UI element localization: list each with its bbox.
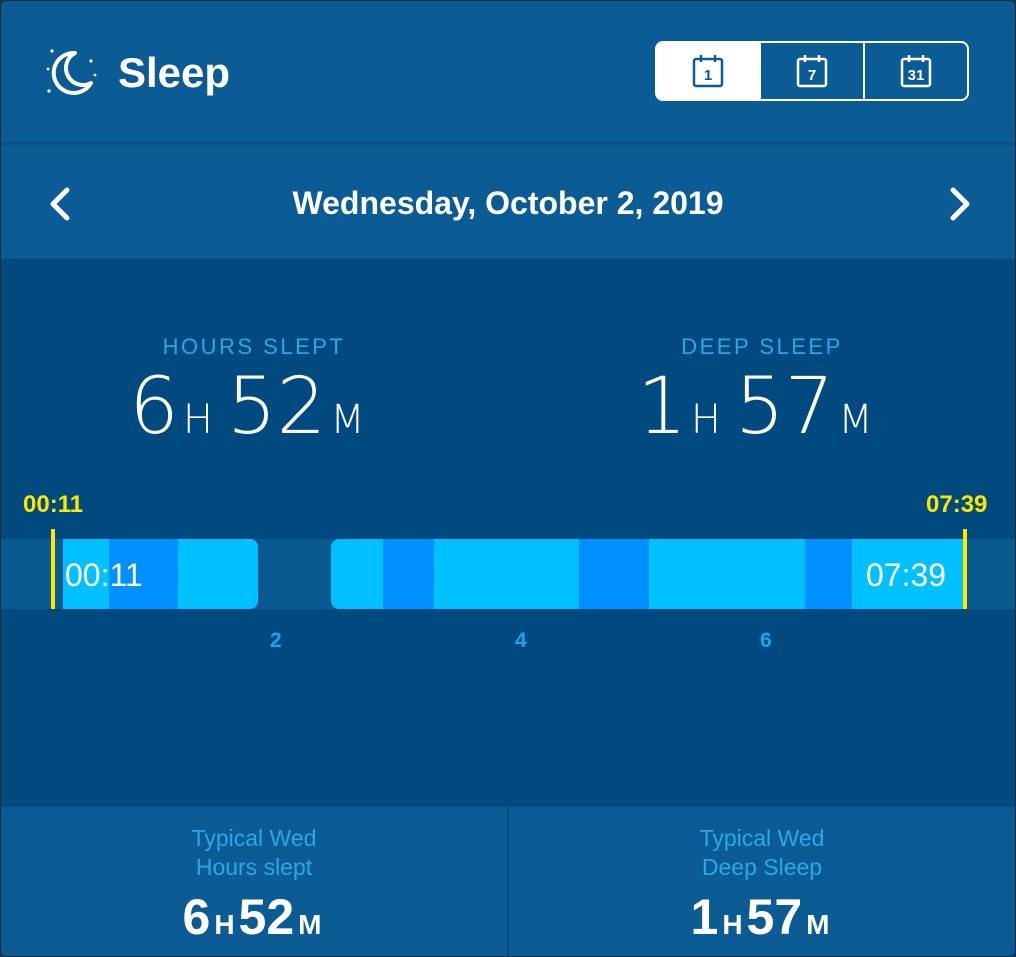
typical-deep-hours: 1 [690,889,719,945]
day-view-label: 1 [704,67,712,84]
deep-sleep-minutes: 57 [734,362,835,452]
sleep-end-marker[interactable] [963,529,967,609]
hours-unit: H [182,397,213,443]
chevron-left-icon[interactable] [45,185,75,223]
calendar-day-icon: 1 [692,55,724,88]
typical-deep-minutes: 57 [746,889,803,945]
hour-tick-label: 4 [515,629,527,652]
deep-sleep-segment [383,539,434,609]
typical-deep-value: 1 H57 M [509,888,1015,946]
month-view-label: 31 [908,67,925,84]
bar-start-time: 00:11 [65,557,143,593]
minutes-unit: M [298,909,322,940]
view-range-selector: 1 7 31 [655,41,969,101]
typical-deep-sleep: Typical Wed Deep Sleep 1 H57 M [507,807,1015,956]
sleep-start-marker[interactable] [51,529,55,609]
hours-slept-stat: HOURS SLEPT 6 H 52 M [54,334,454,452]
sleep-summary: HOURS SLEPT 6 H 52 M DEEP SLEEP 1 H 57 M 00:11… [1,259,1015,807]
sleep-end-time: 07:39 [926,491,988,518]
typical-hours-slept: Typical Wed Hours slept 6 H52 M [1,807,507,956]
hour-tick-label: 6 [760,629,772,652]
minutes-unit: M [838,397,873,443]
bar-end-time: 07:39 [866,557,947,593]
deep-sleep-segment [579,539,649,609]
minutes-unit: M [330,397,365,443]
sleep-start-time: 00:11 [23,491,84,518]
deep-sleep-segment [805,539,852,609]
month-view-button[interactable]: 31 [865,43,967,99]
week-view-label: 7 [808,67,816,84]
calendar-week-icon: 7 [796,55,828,88]
hours-slept-minutes: 52 [226,362,327,452]
light-sleep-segment [63,539,109,609]
chevron-right-icon[interactable] [945,185,975,223]
date-navigation: Wednesday, October 2, 2019 [1,145,1015,259]
header: Sleep 1 7 [1,1,1015,145]
moon-icon [46,49,97,95]
hours-slept-value: 6 H 52 M [54,362,454,452]
day-view-button[interactable]: 1 [657,43,761,99]
typical-hours-value: 6 H52 M [1,888,507,946]
selected-date: Wednesday, October 2, 2019 [292,185,724,221]
typical-summary: Typical Wed Hours slept 6 H52 M Typical We… [1,807,1015,956]
deep-sleep-hours: 1 [637,362,687,452]
typical-hours-hours: 6 [182,889,211,945]
light-sleep-segment [178,539,258,609]
deep-sleep-segment [109,539,178,609]
hours-slept-hours: 6 [129,362,179,452]
typical-hours-label-line1: Typical Wed [191,825,317,851]
light-sleep-segment [852,539,963,609]
hours-unit: H [690,397,721,443]
hours-unit: H [722,909,743,940]
hours-unit: H [214,909,235,940]
hours-slept-label: HOURS SLEPT [162,334,346,359]
deep-sleep-value: 1 H 57 M [562,362,962,452]
light-sleep-segment [649,539,805,609]
typical-hours-minutes: 52 [238,889,295,945]
deep-sleep-label: DEEP SLEEP [681,334,843,359]
light-sleep-segment [331,539,383,609]
light-sleep-segment [434,539,579,609]
deep-sleep-stat: DEEP SLEEP 1 H 57 M [562,334,962,452]
typical-hours-label-line2: Hours slept [195,854,313,880]
week-view-button[interactable]: 7 [761,43,865,99]
minutes-unit: M [806,909,830,940]
page-title: Sleep [118,49,231,96]
typical-deep-label-line1: Typical Wed [699,825,825,851]
hour-tick-label: 2 [270,629,282,652]
typical-deep-label-line2: Deep Sleep [701,854,823,880]
calendar-month-icon: 31 [900,55,932,88]
